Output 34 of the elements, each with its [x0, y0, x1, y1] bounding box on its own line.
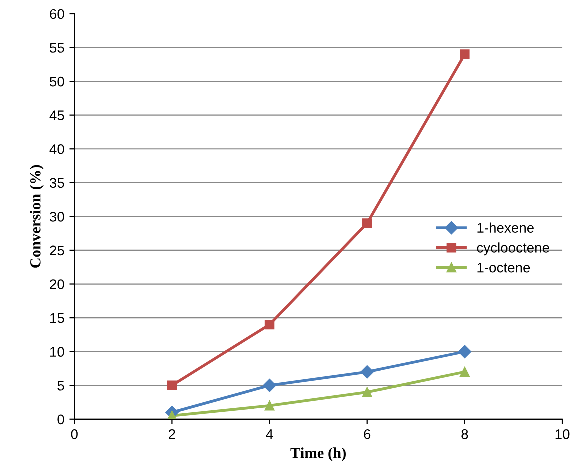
- y-tick-label: 55: [50, 43, 64, 53]
- x-axis-title: Time (h): [290, 448, 346, 462]
- point: [360, 366, 374, 379]
- x-tick-label: 2: [169, 429, 176, 440]
- y-tick-label: 60: [50, 9, 64, 20]
- y-tick-label: 50: [50, 76, 64, 87]
- point: [263, 379, 276, 392]
- y-tick-label: 5: [58, 381, 64, 391]
- y-tick-label: 20: [50, 280, 64, 290]
- point: [460, 367, 470, 377]
- y-tick-label: 0: [58, 414, 64, 425]
- legend-label: cyclooctene: [477, 242, 550, 256]
- y-tick-label: 10: [50, 347, 64, 357]
- point: [264, 401, 275, 411]
- legend-label: 1-hexene: [478, 222, 534, 233]
- x-tick-label: 8: [462, 429, 468, 440]
- point: [264, 320, 275, 330]
- point: [362, 218, 372, 228]
- y-tick-label: 45: [50, 110, 64, 121]
- x-tick-label: 0: [71, 429, 78, 440]
- y-axis-title: Conversion (%): [30, 165, 44, 268]
- y-tick-label: 40: [50, 144, 64, 154]
- legend-label: 1-octene: [478, 263, 530, 273]
- point: [458, 345, 472, 358]
- y-tick-label: 25: [50, 246, 64, 256]
- point: [167, 380, 178, 390]
- x-tick-label: 6: [364, 429, 371, 440]
- y-tick-label: 35: [50, 178, 64, 188]
- point: [362, 388, 372, 398]
- y-tick-label: 30: [50, 212, 64, 222]
- x-tick-label: 10: [556, 429, 570, 440]
- y-tick-label: 15: [50, 314, 64, 324]
- x-tick-label: 4: [266, 430, 274, 440]
- point: [460, 50, 470, 60]
